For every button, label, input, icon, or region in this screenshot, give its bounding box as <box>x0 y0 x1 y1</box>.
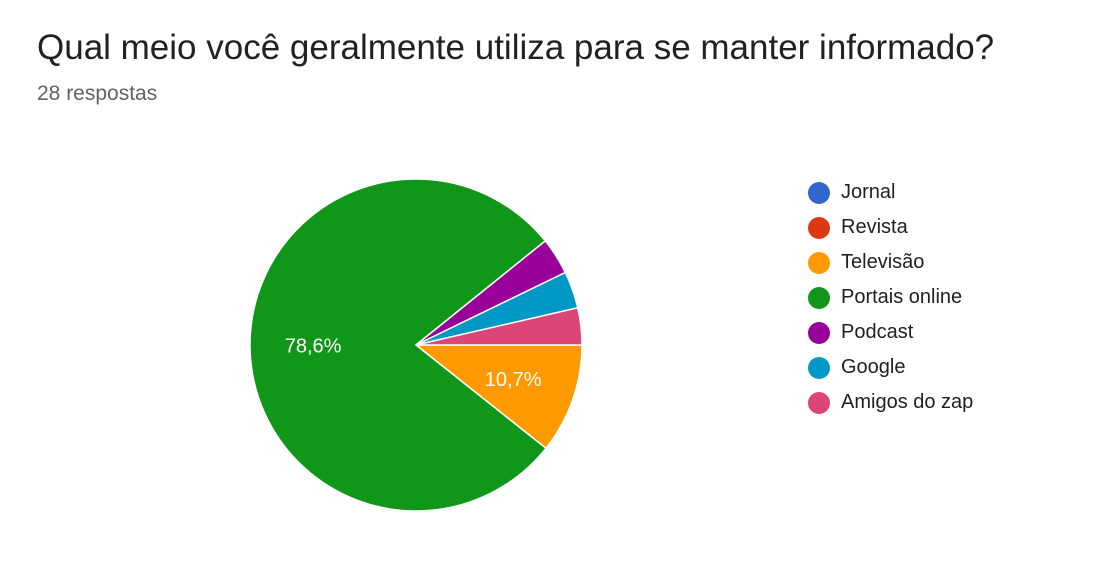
legend-item-portais-online[interactable]: Portais online <box>808 280 973 315</box>
legend-color-swatch <box>808 356 830 379</box>
legend-color-swatch <box>808 251 830 274</box>
legend-item-google[interactable]: Google <box>808 350 973 385</box>
legend-label: Revista <box>841 216 908 238</box>
legend: Jornal Revista Televisão Portais online Podc… <box>808 175 973 420</box>
pie-label-portais-online: 78,6% <box>285 335 342 357</box>
legend-item-podcast[interactable]: Podcast <box>808 315 973 350</box>
legend-label: Google <box>841 356 906 378</box>
legend-label: Amigos do zap <box>841 391 974 413</box>
legend-item-televisão[interactable]: Televisão <box>808 245 973 280</box>
legend-item-amigos-do-zap[interactable]: Amigos do zap <box>808 385 973 420</box>
pie-slice-televisão[interactable] <box>413 344 583 450</box>
chart-title: Qual meio você geralmente utiliza para s… <box>37 28 995 67</box>
legend-label: Portais online <box>841 286 963 308</box>
legend-item-revista[interactable]: Revista <box>808 210 973 245</box>
legend-color-swatch <box>808 321 830 344</box>
legend-label: Jornal <box>841 181 896 203</box>
legend-color-swatch <box>808 216 830 239</box>
pie-slice-amigos-do-zap[interactable] <box>415 306 583 346</box>
legend-label: Televisão <box>841 251 925 273</box>
pie-label-televisão: 10,7% <box>485 369 542 391</box>
legend-label: Podcast <box>841 321 914 343</box>
legend-item-jornal[interactable]: Jornal <box>808 175 973 210</box>
legend-color-swatch <box>808 391 830 414</box>
pie-slice-portais-online[interactable] <box>249 178 548 512</box>
legend-color-swatch <box>808 181 830 204</box>
response-count: 28 respostas <box>37 82 158 105</box>
legend-color-swatch <box>808 286 830 309</box>
